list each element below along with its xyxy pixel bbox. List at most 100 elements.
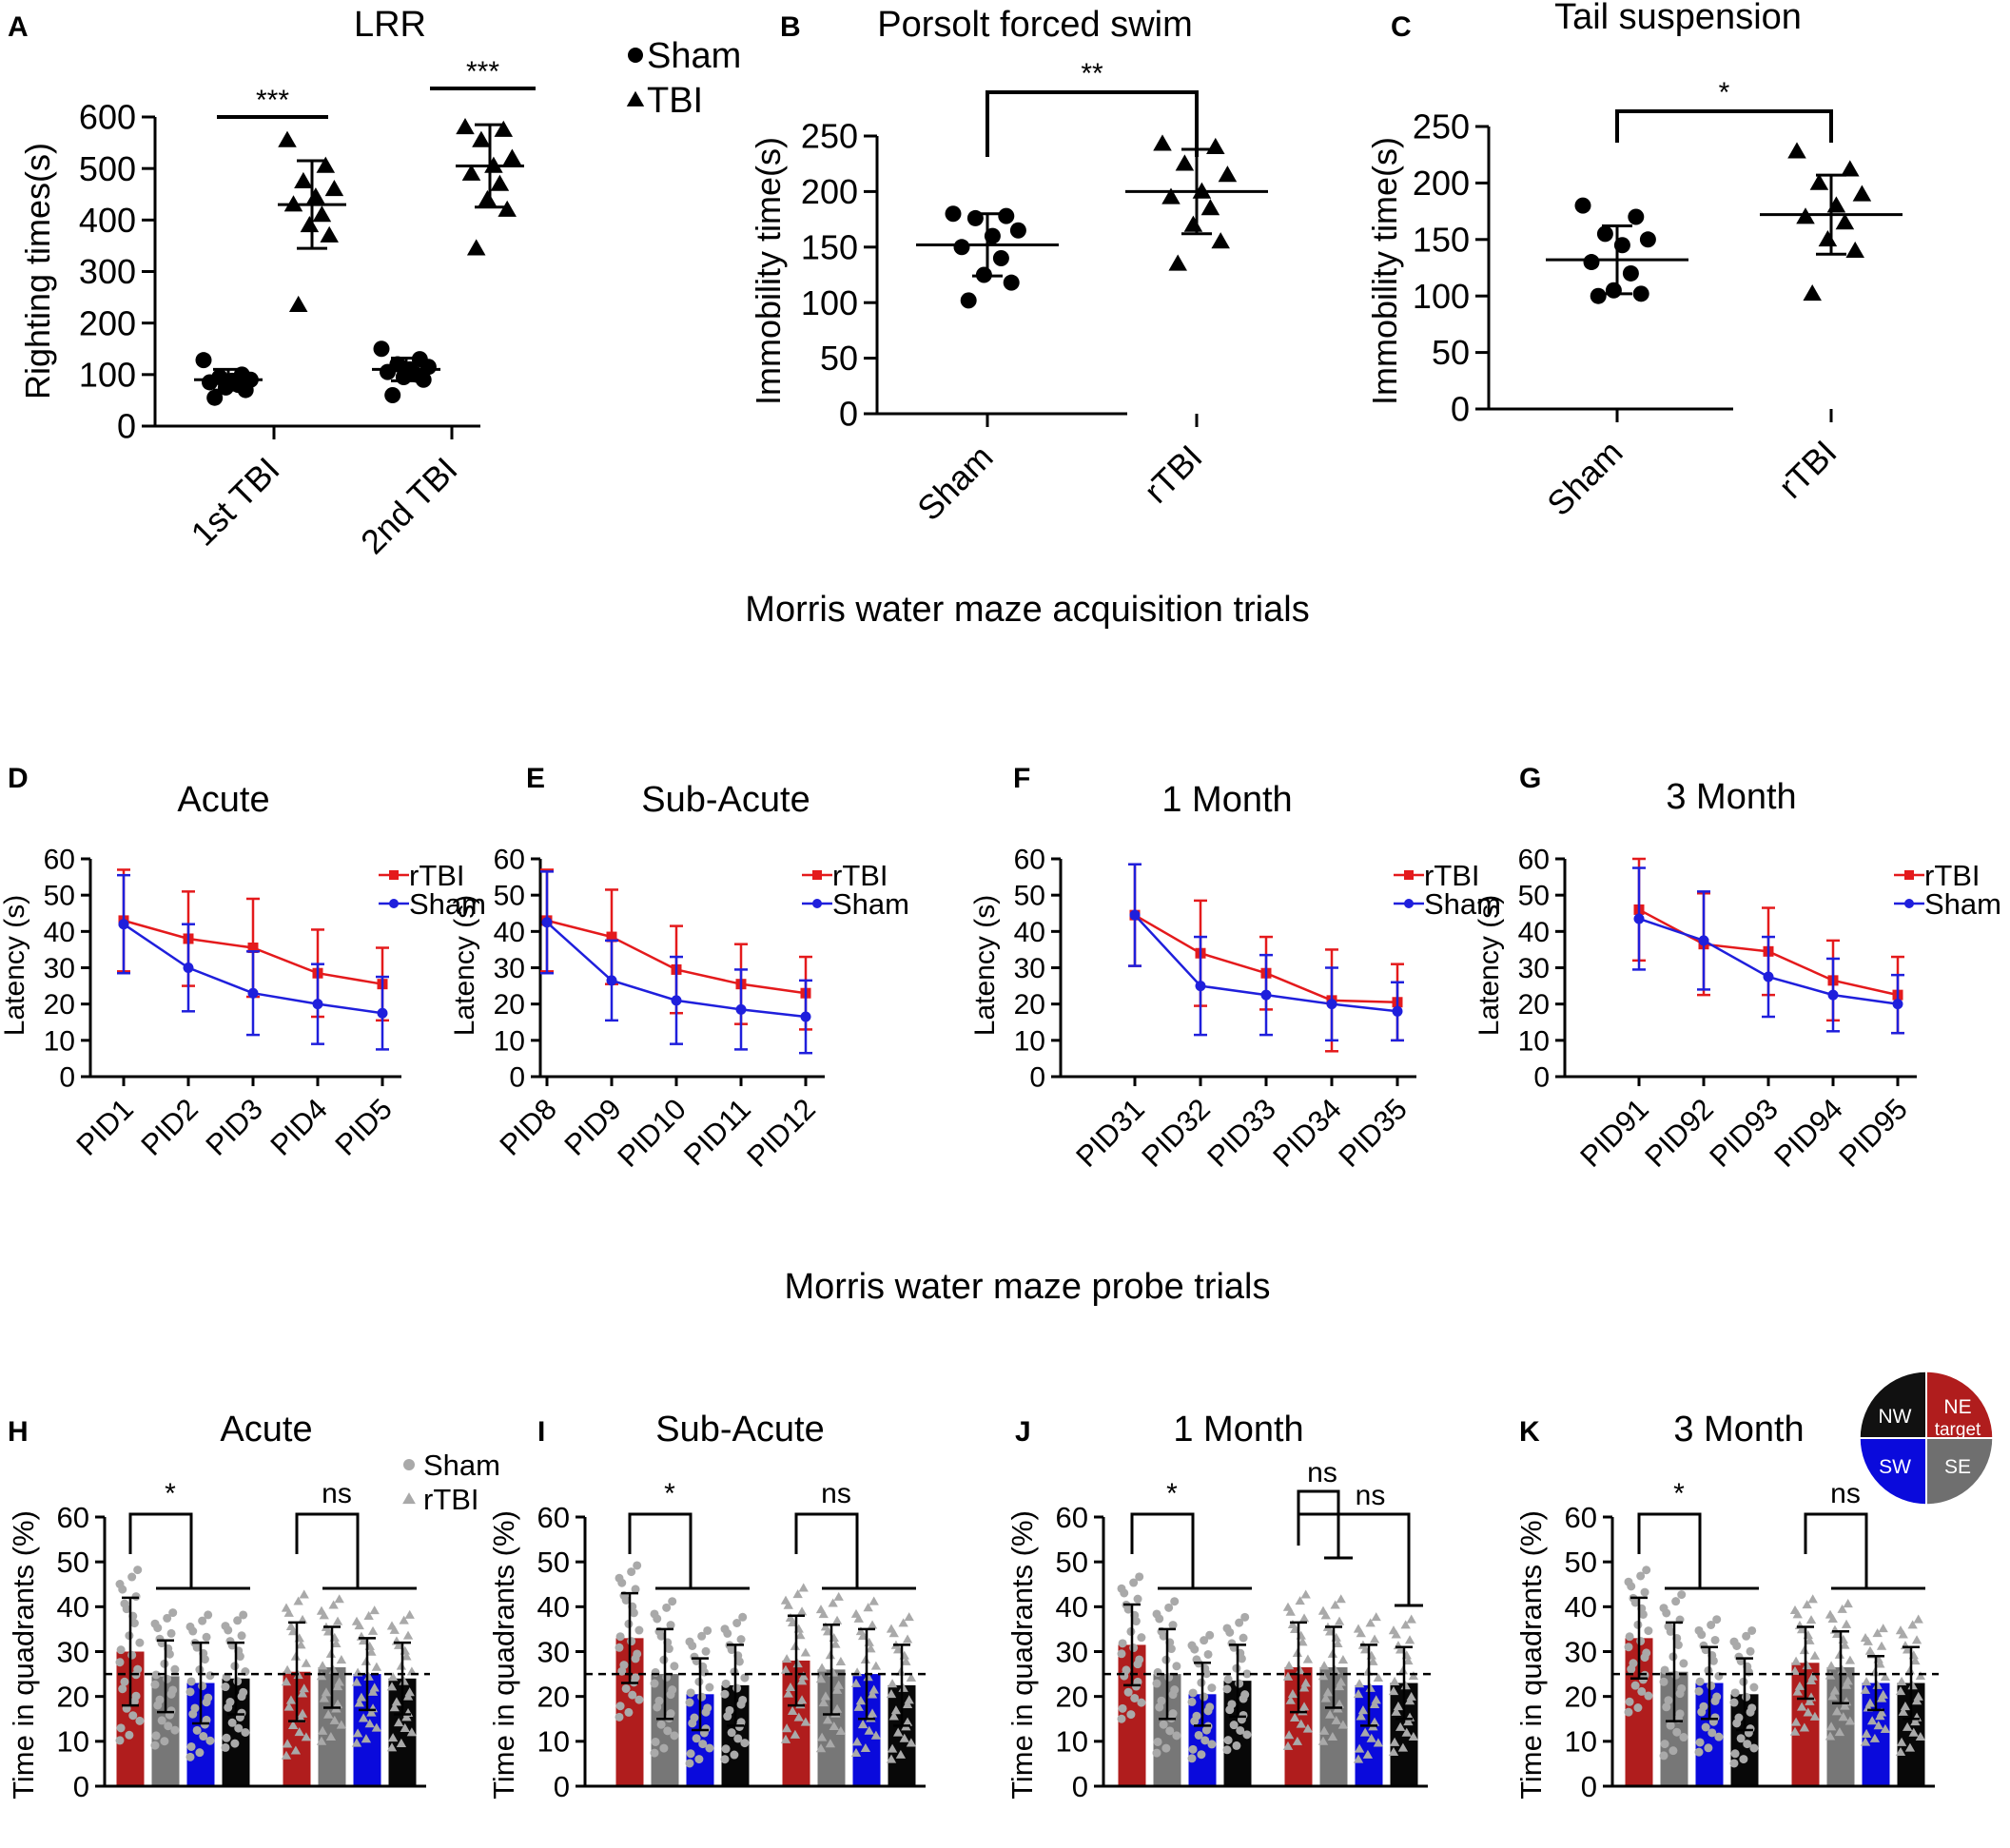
data-point bbox=[906, 1738, 917, 1747]
data-point bbox=[793, 1712, 804, 1722]
panel-j-y-tick-label: 20 bbox=[1056, 1681, 1088, 1714]
data-point bbox=[294, 1727, 304, 1737]
data-point bbox=[127, 1572, 137, 1582]
data-point bbox=[1153, 1667, 1162, 1677]
data-point bbox=[698, 1740, 708, 1749]
data-point bbox=[1675, 1709, 1685, 1719]
data-point bbox=[1237, 1654, 1246, 1663]
panel-k-y-tick-label: 10 bbox=[1565, 1725, 1597, 1759]
panel-letter: H bbox=[8, 1416, 29, 1448]
series-point bbox=[1195, 981, 1206, 992]
data-point bbox=[1699, 1641, 1708, 1650]
panel-f-y-tick-label: 20 bbox=[1014, 989, 1045, 1021]
panel-b-y-tick-label: 200 bbox=[801, 172, 858, 211]
panel-j-y-tick-label: 0 bbox=[1072, 1770, 1088, 1803]
x-tick-label: PID34 bbox=[1266, 1092, 1348, 1174]
data-point bbox=[1876, 1641, 1887, 1650]
data-point bbox=[1729, 1698, 1739, 1707]
data-point bbox=[634, 1695, 644, 1704]
data-point bbox=[1837, 1604, 1847, 1613]
data-point bbox=[281, 1603, 292, 1612]
data-point bbox=[224, 1702, 233, 1712]
data-point bbox=[1660, 1740, 1669, 1749]
data-point bbox=[705, 1743, 714, 1753]
data-point bbox=[800, 1647, 811, 1657]
data-point bbox=[1825, 1731, 1836, 1741]
data-point bbox=[1211, 232, 1230, 249]
panel-letter: G bbox=[1519, 763, 1541, 794]
data-point bbox=[198, 1616, 207, 1625]
data-point bbox=[1642, 1648, 1651, 1658]
data-point bbox=[185, 1687, 195, 1697]
panel-e-y-tick-label: 20 bbox=[494, 989, 525, 1021]
data-point bbox=[904, 1612, 914, 1622]
section-acquisition-title: Morris water maze acquisition trials bbox=[745, 590, 1309, 630]
data-point bbox=[1324, 1709, 1336, 1719]
panel-f-y-tick-label: 60 bbox=[1014, 845, 1045, 876]
data-point bbox=[1170, 1597, 1180, 1606]
panel-g-y-tick-label: 0 bbox=[1533, 1062, 1550, 1094]
significance-bracket bbox=[1130, 1512, 1195, 1588]
data-point bbox=[1334, 1699, 1345, 1708]
data-point bbox=[1679, 1733, 1688, 1742]
panel-e-y-tick-label: 0 bbox=[509, 1062, 525, 1094]
significance-label: * bbox=[1719, 77, 1730, 108]
panel-d-y-tick-label: 10 bbox=[44, 1025, 75, 1057]
data-point bbox=[1695, 1677, 1705, 1686]
data-point bbox=[780, 1664, 791, 1674]
panel-i-y-tick-label: 10 bbox=[537, 1725, 570, 1759]
data-point bbox=[1235, 1618, 1244, 1627]
data-point bbox=[736, 1718, 746, 1727]
panel-h-y-tick-label: 40 bbox=[57, 1590, 89, 1624]
data-point bbox=[1229, 1721, 1239, 1730]
chart-title: LRR bbox=[354, 5, 426, 45]
panel-f-y-tick-label: 10 bbox=[1014, 1025, 1045, 1057]
legend-marker bbox=[812, 899, 822, 908]
data-point bbox=[785, 1682, 796, 1692]
data-point bbox=[816, 1663, 828, 1672]
x-tick-label: Sham bbox=[909, 438, 1000, 528]
panel-b-y-tick-label: 150 bbox=[801, 227, 858, 266]
data-point bbox=[1366, 1733, 1376, 1742]
data-point bbox=[733, 1734, 743, 1743]
data-point bbox=[1712, 1692, 1722, 1702]
panel-a-y-tick-label: 300 bbox=[79, 252, 136, 291]
data-point bbox=[1282, 1671, 1294, 1681]
data-point bbox=[1694, 1747, 1704, 1757]
data-point bbox=[1225, 1705, 1235, 1715]
x-tick-label: PID11 bbox=[677, 1092, 757, 1172]
data-point bbox=[363, 1610, 374, 1620]
data-point bbox=[1353, 1754, 1364, 1763]
data-point bbox=[387, 1672, 399, 1682]
significance-label: ** bbox=[1081, 58, 1103, 89]
x-tick-label: PID4 bbox=[263, 1092, 333, 1161]
series-point bbox=[377, 1007, 388, 1019]
panel-c-y-tick-label: 0 bbox=[1451, 390, 1470, 429]
data-point bbox=[322, 1626, 334, 1636]
data-point bbox=[1194, 1730, 1203, 1740]
quadrant-nw bbox=[1860, 1371, 1926, 1438]
data-point bbox=[1289, 1624, 1300, 1634]
data-point bbox=[1331, 1715, 1341, 1724]
data-point bbox=[1222, 1624, 1232, 1633]
data-point bbox=[1406, 1614, 1416, 1624]
data-point bbox=[705, 1683, 714, 1692]
panel-b-y-tick-label: 250 bbox=[801, 117, 858, 156]
data-point bbox=[1624, 1643, 1633, 1652]
panel-d-y-tick-label: 50 bbox=[44, 881, 75, 912]
legend-label: rTBI bbox=[409, 859, 465, 892]
data-point bbox=[1133, 1594, 1142, 1604]
panel-d-y-tick-label: 20 bbox=[44, 989, 75, 1021]
data-point bbox=[1714, 1732, 1724, 1741]
series-point bbox=[671, 995, 682, 1006]
data-point bbox=[1636, 1571, 1646, 1581]
data-point bbox=[1662, 1702, 1671, 1712]
data-point bbox=[321, 1687, 332, 1697]
data-point bbox=[366, 1646, 377, 1656]
significance-label: *** bbox=[466, 56, 499, 88]
panel-k-y-tick-label: 60 bbox=[1565, 1501, 1597, 1534]
data-point bbox=[787, 1705, 798, 1715]
data-point bbox=[283, 1607, 294, 1617]
data-point bbox=[887, 1679, 898, 1688]
data-point bbox=[235, 1652, 244, 1662]
